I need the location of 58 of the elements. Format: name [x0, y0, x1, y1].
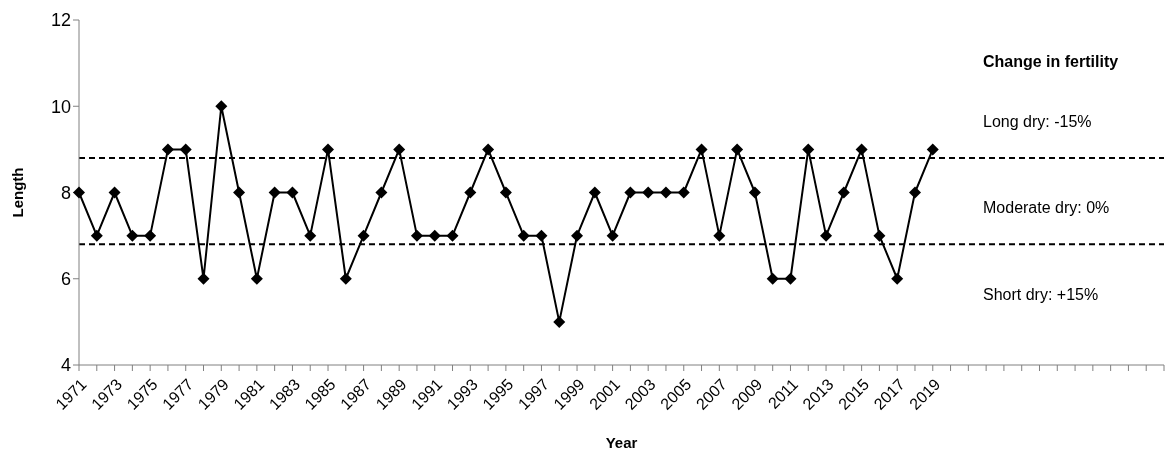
- point: [73, 186, 85, 199]
- point: [339, 272, 352, 285]
- point: [446, 229, 459, 242]
- point: [837, 186, 850, 199]
- point: [90, 229, 103, 242]
- point: [464, 186, 477, 199]
- point: [357, 229, 370, 242]
- point: [268, 186, 281, 199]
- point: [642, 186, 655, 199]
- annotation: Moderate dry: 0%: [983, 199, 1110, 217]
- point: [873, 229, 886, 242]
- point: [126, 229, 139, 242]
- point: [161, 143, 174, 156]
- point: [233, 186, 246, 199]
- point: [482, 143, 495, 156]
- point: [535, 229, 548, 242]
- point: [908, 186, 921, 199]
- point: [304, 229, 317, 242]
- point: [748, 186, 761, 199]
- point: [322, 143, 335, 156]
- annotation: Change in fertility: [983, 53, 1119, 71]
- point: [108, 186, 121, 199]
- point: [179, 143, 192, 156]
- point: [393, 143, 406, 156]
- point: [677, 186, 690, 199]
- point: [428, 229, 441, 242]
- y-tick-label: 12: [50, 10, 71, 31]
- point: [926, 143, 939, 156]
- point: [802, 143, 815, 156]
- point: [499, 186, 512, 199]
- point: [784, 272, 797, 285]
- x-axis-title: Year: [605, 434, 638, 451]
- point: [731, 143, 744, 156]
- point: [891, 272, 904, 285]
- point: [553, 315, 566, 328]
- point: [517, 229, 530, 242]
- annotation: Short dry: +15%: [983, 286, 1099, 304]
- point: [571, 229, 584, 242]
- y-axis-title: Length: [9, 167, 27, 218]
- y-tick-label: 4: [60, 355, 71, 376]
- point: [820, 229, 833, 242]
- point: [144, 229, 157, 242]
- point: [606, 229, 619, 242]
- point: [624, 186, 637, 199]
- y-tick-label: 6: [60, 269, 71, 290]
- point: [695, 143, 708, 156]
- y-tick-label: 8: [60, 182, 71, 203]
- point: [286, 186, 299, 199]
- point: [250, 272, 263, 285]
- annotation: Long dry: -15%: [983, 113, 1092, 131]
- point: [588, 186, 601, 199]
- point: [375, 186, 388, 199]
- point: [659, 186, 672, 199]
- point: [713, 229, 726, 242]
- point: [410, 229, 423, 242]
- y-tick-label: 10: [50, 96, 71, 117]
- point: [855, 143, 868, 156]
- point: [766, 272, 779, 285]
